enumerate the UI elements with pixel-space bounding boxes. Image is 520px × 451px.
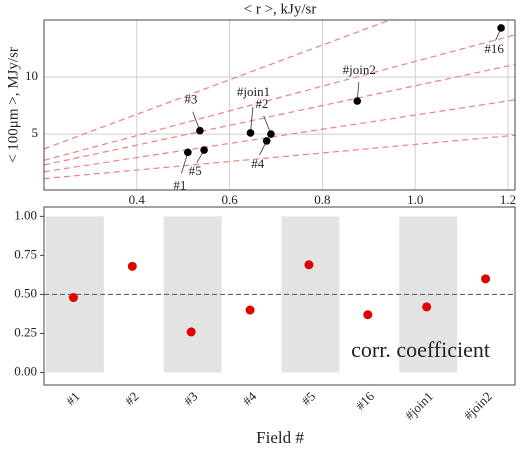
y-tick-label: 0.25 (14, 324, 37, 339)
point (262, 137, 271, 145)
frame (43, 19, 516, 191)
model-line (44, 63, 515, 166)
annotation: corr. coefficient (351, 337, 490, 362)
point (363, 310, 373, 320)
point (422, 302, 432, 312)
x-tick-label: 0.4 (129, 192, 146, 207)
point (196, 126, 204, 135)
model-line (44, 34, 515, 161)
y-tick-label: 0.00 (14, 363, 37, 378)
point-label: #2 (255, 96, 268, 111)
x-tick-label: 0.8 (314, 192, 330, 207)
x-tick-label: #join1 (402, 389, 436, 423)
model-line (44, 134, 515, 180)
bottom-plot: 0.00 0.25 0.50 0.75 1.00 #1 #2 #3 #4 #5 #16 #join1 #… (14, 206, 516, 423)
point (497, 24, 505, 32)
point (304, 260, 314, 270)
top-title: < r >, kJy/sr (244, 1, 317, 17)
leader-line (250, 107, 254, 133)
point (267, 130, 275, 138)
point-label: #1 (173, 177, 186, 192)
point (481, 274, 491, 284)
x-axis-label: Field # (256, 428, 304, 447)
x-tick-label: 1.2 (500, 192, 516, 207)
point (246, 129, 255, 137)
point (184, 148, 192, 157)
point (353, 97, 362, 105)
x-tick-label: #3 (181, 389, 201, 409)
point-label: #3 (184, 92, 197, 107)
point-label: #16 (484, 41, 504, 56)
top-plot: 0.4 0.6 0.8 1.0 1.2 5 10 #1#5 #3 #join1#2 #4 #join2… (25, 19, 516, 207)
y-tick-label: 10 (25, 68, 38, 83)
x-tick-label: #16 (353, 388, 378, 413)
y-tick-label: 1.00 (14, 207, 37, 222)
x-tick-label: #2 (122, 389, 142, 409)
point (68, 293, 78, 303)
point-label: #4 (251, 156, 265, 171)
model-lines (44, 20, 515, 180)
frame (43, 206, 516, 386)
y-axis-label: < 100μm >, MJy/sr (5, 47, 21, 163)
point (186, 327, 196, 337)
point (245, 305, 255, 315)
y-tick-label: 0.75 (14, 246, 37, 261)
model-line (44, 99, 515, 173)
point (200, 146, 208, 154)
point-label: #join2 (343, 62, 376, 77)
x-tick-label: #1 (63, 389, 83, 409)
x-tick-label: #5 (298, 389, 318, 409)
model-line (44, 20, 390, 150)
x-tick-label: 1.0 (407, 192, 423, 207)
x-tick-label: #join2 (461, 389, 495, 423)
point-label: #join1 (237, 84, 270, 99)
point (127, 261, 137, 271)
x-tick-label: #4 (239, 388, 259, 408)
y-tick-label: 0.50 (14, 285, 37, 300)
y-tick-label: 5 (32, 125, 39, 140)
x-tick-label: 0.6 (221, 192, 238, 207)
point-label: #5 (189, 163, 202, 178)
